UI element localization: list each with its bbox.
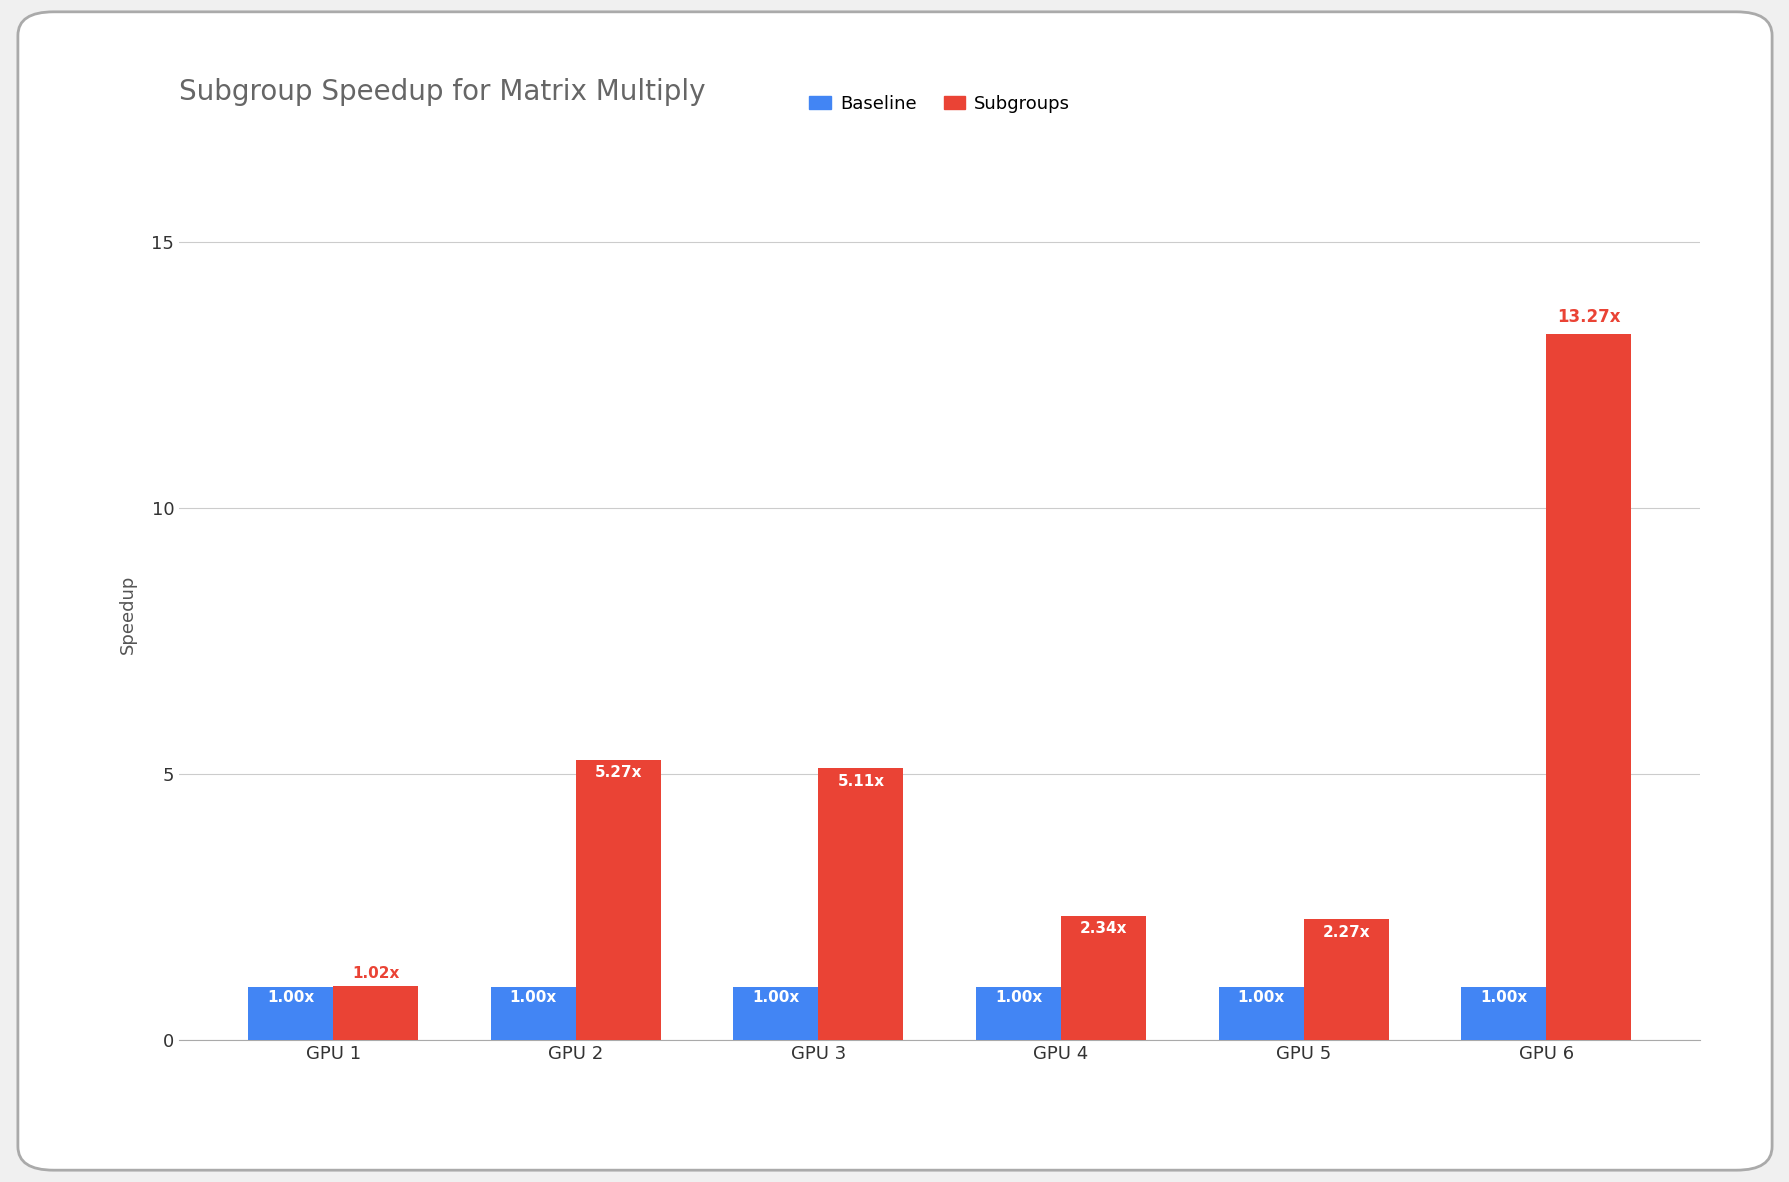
Text: 1.00x: 1.00x (1480, 989, 1526, 1005)
Bar (249, 987, 333, 1040)
Text: 5.27x: 5.27x (594, 765, 642, 780)
Text: 1.00x: 1.00x (267, 989, 315, 1005)
Text: Subgroup Speedup for Matrix Multiply: Subgroup Speedup for Matrix Multiply (179, 78, 705, 106)
Bar (1460, 987, 1546, 1040)
Text: 1.00x: 1.00x (1236, 989, 1285, 1005)
Bar (1546, 335, 1630, 1040)
Bar (333, 986, 419, 1040)
Bar (1061, 916, 1145, 1040)
Text: 1.00x: 1.00x (751, 989, 800, 1005)
Text: 1.00x: 1.00x (995, 989, 1041, 1005)
Y-axis label: Speedup: Speedup (120, 574, 138, 655)
Legend: Baseline, Subgroups: Baseline, Subgroups (801, 87, 1077, 119)
Bar (1218, 987, 1302, 1040)
Bar (490, 987, 576, 1040)
Text: 1.02x: 1.02x (352, 966, 399, 981)
Bar (975, 987, 1061, 1040)
Bar (576, 760, 660, 1040)
Text: 1.00x: 1.00x (510, 989, 556, 1005)
Text: 13.27x: 13.27x (1556, 309, 1619, 326)
Bar (1302, 920, 1388, 1040)
Text: 2.27x: 2.27x (1322, 924, 1369, 940)
Bar (733, 987, 818, 1040)
Text: 5.11x: 5.11x (837, 774, 884, 788)
Bar (818, 768, 903, 1040)
Text: 2.34x: 2.34x (1079, 921, 1127, 936)
